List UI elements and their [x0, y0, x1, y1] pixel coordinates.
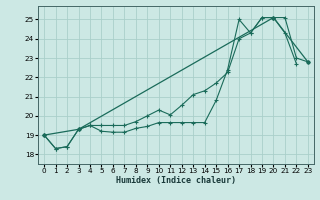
X-axis label: Humidex (Indice chaleur): Humidex (Indice chaleur) [116, 176, 236, 185]
